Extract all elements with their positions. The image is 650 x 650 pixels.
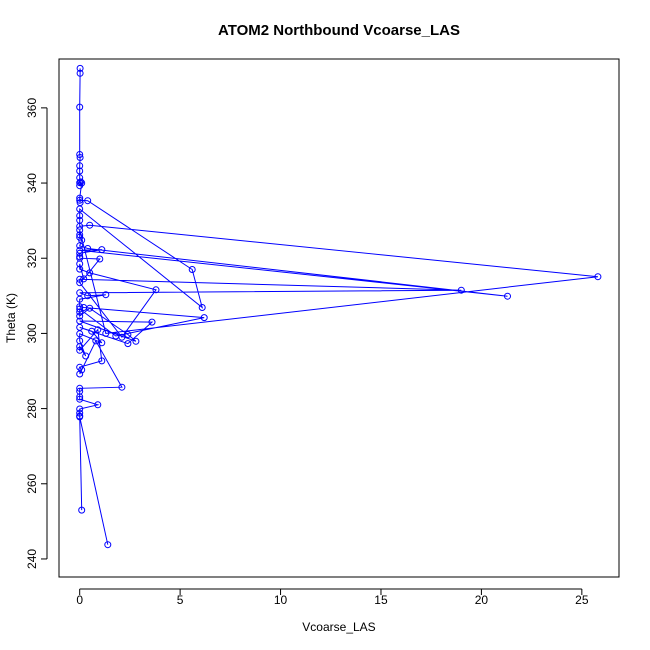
data-point: [457, 286, 465, 294]
y-axis: 240 260 280 300 320 340 360: [25, 98, 48, 569]
data-point: [112, 332, 120, 340]
data-point: [76, 260, 84, 268]
data-point: [94, 401, 102, 409]
data-point: [124, 340, 132, 348]
data-point: [86, 221, 94, 229]
data-point: [92, 337, 100, 345]
data-point: [94, 326, 102, 334]
data-point: [76, 295, 84, 303]
data-point: [84, 292, 92, 300]
data-point: [86, 269, 94, 277]
data-point: [118, 383, 126, 391]
data-point: [76, 279, 84, 287]
x-tick-label: 0: [76, 593, 83, 607]
plot-frame: [58, 58, 620, 578]
data-point: [76, 275, 84, 283]
data-point: [76, 222, 84, 230]
data-point: [76, 395, 84, 403]
data-point: [76, 330, 84, 338]
x-tick-label: 15: [374, 593, 388, 607]
data-point: [76, 312, 84, 320]
data-point: [80, 275, 88, 283]
x-axis-label: Vcoarse_LAS: [302, 620, 375, 634]
x-tick-label: 10: [274, 593, 288, 607]
data-point: [82, 352, 90, 360]
data-point: [98, 339, 106, 347]
plot-area: [76, 64, 602, 549]
y-tick-label: 340: [25, 173, 39, 193]
data-point: [78, 366, 86, 374]
data-point: [78, 179, 86, 187]
y-tick-label: 360: [25, 98, 39, 118]
data-point: [148, 318, 156, 326]
data-point: [76, 343, 84, 351]
data-point: [132, 337, 140, 345]
data-point: [96, 255, 104, 263]
data-point: [98, 246, 106, 254]
data-point: [86, 304, 94, 312]
x-tick-label: 25: [575, 593, 589, 607]
x-tick-label: 20: [475, 593, 489, 607]
data-point: [76, 308, 84, 316]
data-point: [504, 292, 511, 300]
data-point: [76, 64, 84, 72]
data-point: [198, 304, 206, 311]
data-point: [102, 291, 110, 299]
data-point: [76, 370, 84, 378]
data-point: [76, 305, 84, 313]
chart-title: ATOM2 Northbound Vcoarse_LAS: [218, 22, 460, 39]
data-point: [152, 286, 160, 294]
data-point: [76, 196, 84, 204]
data-point: [84, 245, 92, 252]
data-point: [76, 226, 84, 234]
data-point: [76, 405, 84, 413]
data-point: [76, 249, 84, 257]
data-point: [76, 242, 84, 250]
y-axis-label: Theta (K): [4, 293, 18, 343]
data-point: [102, 329, 110, 337]
data-point: [76, 103, 84, 111]
data-point: [76, 162, 84, 170]
data-point: [76, 409, 84, 417]
data-point: [76, 167, 84, 175]
x-tick-label: 5: [177, 593, 184, 607]
data-point: [76, 212, 84, 220]
data-point: [76, 393, 84, 401]
data-point: [124, 331, 132, 338]
data-point: [76, 303, 84, 311]
data-point: [84, 197, 92, 205]
data-point: [78, 506, 86, 514]
data-point: [76, 384, 84, 392]
y-tick-label: 320: [25, 248, 39, 268]
data-point: [76, 265, 84, 273]
data-point: [76, 205, 84, 213]
x-axis: 0 5 10 15 20 25: [76, 588, 589, 607]
data-point: [200, 314, 208, 322]
data-point: [76, 151, 84, 158]
data-point: [104, 541, 112, 549]
data-point: [76, 346, 84, 354]
data-point: [188, 266, 196, 273]
data-point: [76, 413, 84, 421]
data-point: [76, 194, 84, 202]
data-point: [76, 69, 84, 77]
data-point: [594, 273, 602, 281]
y-tick-label: 280: [25, 398, 39, 418]
data-point: [76, 154, 84, 161]
y-tick-label: 240: [25, 549, 39, 569]
y-tick-label: 260: [25, 473, 39, 493]
data-point: [98, 357, 106, 365]
y-tick-label: 300: [25, 323, 39, 343]
data-point: [77, 178, 85, 186]
